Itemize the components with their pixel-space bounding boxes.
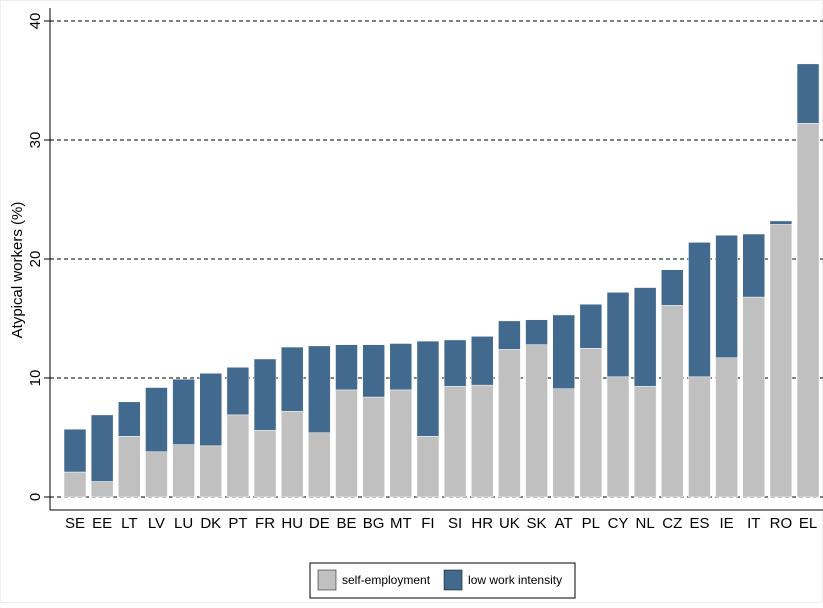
bar-segment	[280, 411, 304, 498]
x-tick-label: ES	[689, 515, 709, 532]
bar-segment	[769, 220, 793, 225]
bar-segment	[253, 430, 277, 498]
bar-segment	[118, 436, 141, 498]
bar-segment	[63, 428, 87, 473]
bar-segment	[335, 344, 358, 391]
x-tick-label: SI	[448, 515, 462, 532]
bar-segment	[172, 444, 195, 498]
x-tick-label: NL	[636, 515, 655, 532]
x-tick-label: LV	[148, 515, 165, 532]
bar-segment	[471, 384, 494, 498]
bar-segment	[498, 320, 521, 350]
bar-segment	[389, 343, 413, 391]
bar-segment	[443, 386, 467, 498]
bar-segment	[145, 451, 168, 498]
y-tick-label: 10	[27, 370, 44, 387]
bar-segment	[796, 123, 820, 498]
x-tick-label: RO	[770, 515, 793, 532]
bar-segment	[226, 367, 250, 416]
bar-segment	[688, 242, 711, 378]
x-tick-label: IE	[720, 515, 734, 532]
bar-segment	[661, 305, 684, 498]
bar-segment	[769, 224, 793, 498]
bar-segment	[90, 414, 114, 482]
bar-segment	[416, 340, 440, 437]
y-tick-label: 30	[27, 132, 44, 149]
bar-segment	[579, 348, 603, 498]
x-tick-label: DK	[200, 515, 221, 532]
bar-segment	[118, 401, 141, 437]
bar-segment	[471, 336, 494, 386]
bar-segment	[661, 269, 684, 306]
x-tick-label: FI	[421, 515, 434, 532]
x-tick-label: SE	[65, 515, 85, 532]
y-axis-title: Atypical workers (%)	[9, 202, 26, 339]
legend-swatch	[317, 569, 337, 591]
legend-label: low work intensity	[468, 573, 562, 587]
legend-swatch	[443, 569, 463, 591]
bar-segment	[688, 376, 711, 498]
legend	[309, 562, 576, 599]
x-tick-label: EL	[799, 515, 817, 532]
bar-segment	[443, 339, 467, 387]
y-tick-label: 20	[27, 251, 44, 268]
x-tick-label: UK	[499, 515, 520, 532]
bar-segment	[362, 396, 385, 498]
x-tick-label: PL	[582, 515, 600, 532]
bar-segment	[335, 389, 358, 498]
bar-segment	[308, 432, 331, 498]
bar-segment	[498, 349, 521, 498]
bar-segment	[796, 63, 820, 124]
x-tick-label: DE	[309, 515, 330, 532]
x-tick-label: LT	[121, 515, 137, 532]
bar-segment	[280, 346, 304, 412]
bar-segment	[715, 357, 738, 498]
bar-segment	[389, 389, 413, 498]
bar-segment	[742, 296, 765, 498]
bar-segment	[172, 378, 195, 445]
x-tick-label: EE	[92, 515, 112, 532]
bar-segment	[253, 358, 277, 431]
x-tick-label: SK	[527, 515, 547, 532]
bar-segment	[742, 233, 765, 298]
y-tick-label: 40	[27, 13, 44, 30]
bar-segment	[226, 414, 250, 498]
bar-segment	[63, 471, 87, 498]
x-tick-label: HU	[281, 515, 303, 532]
x-tick-label: FR	[255, 515, 275, 532]
bar-segment	[552, 314, 575, 389]
legend-label: self-employment	[342, 573, 431, 587]
bar-segment	[199, 372, 222, 447]
bar-segment	[416, 436, 440, 498]
x-tick-label: LU	[174, 515, 193, 532]
bar-segment	[715, 234, 738, 359]
bar-segment	[633, 287, 657, 387]
bar-segment	[145, 387, 168, 453]
bar-segment	[606, 292, 630, 378]
bar-segment	[199, 445, 222, 498]
bar-segment	[362, 344, 385, 398]
bar-segment	[308, 345, 331, 433]
bar-segment	[525, 319, 548, 345]
bar-segment	[633, 386, 657, 498]
x-tick-label: IT	[747, 515, 760, 532]
x-tick-label: CZ	[662, 515, 682, 532]
x-tick-label: CY	[608, 515, 629, 532]
x-tick-label: BE	[336, 515, 356, 532]
bar-segment	[579, 303, 603, 349]
x-tick-label: HR	[471, 515, 493, 532]
bar-segment	[606, 376, 630, 498]
bar-segment	[525, 344, 548, 498]
x-tick-label: AT	[555, 515, 573, 532]
bar-segment	[552, 388, 575, 498]
x-tick-label: BG	[363, 515, 385, 532]
x-tick-label: PT	[228, 515, 247, 532]
y-tick-label: 0	[27, 493, 44, 501]
x-tick-label: MT	[390, 515, 412, 532]
bar-segment	[90, 481, 114, 498]
